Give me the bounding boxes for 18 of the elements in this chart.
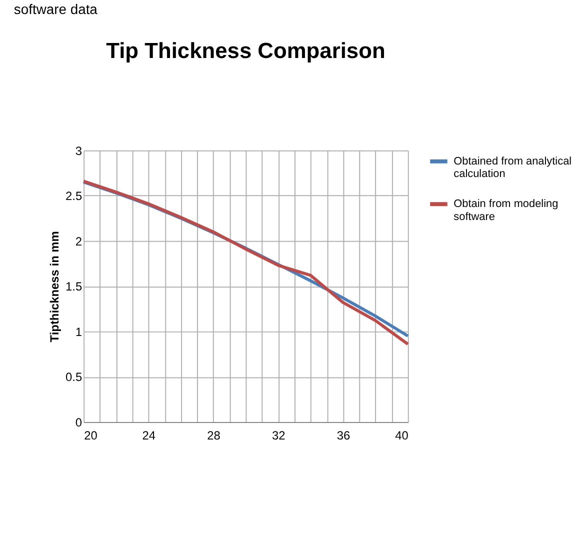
y-tick-label: 2.5 xyxy=(65,189,82,204)
legend-label: Obtained from analytical calculation xyxy=(454,155,572,180)
y-tick-label: 1.5 xyxy=(65,280,82,294)
y-tick-label: 2 xyxy=(75,234,82,248)
x-tick-label: 32 xyxy=(272,428,286,442)
x-tick-label: 36 xyxy=(336,428,351,442)
y-tick-label: 0.5 xyxy=(65,370,82,384)
x-tick-label: 24 xyxy=(142,428,156,442)
legend-label: Obtain from modeling software xyxy=(454,198,558,224)
y-tick-label: 3 xyxy=(75,144,82,158)
y-axis-title: Tipthickness in mm xyxy=(48,231,62,342)
x-tick-label: 20 xyxy=(84,428,98,442)
text: software data xyxy=(14,1,98,18)
x-tick-label: 28 xyxy=(207,428,221,442)
chart-title: Tip Thickness Comparison xyxy=(106,38,386,63)
x-tick-label: 40 xyxy=(395,428,409,442)
y-tick-label: 1 xyxy=(75,324,82,339)
y-tick-label: 0 xyxy=(75,415,82,430)
